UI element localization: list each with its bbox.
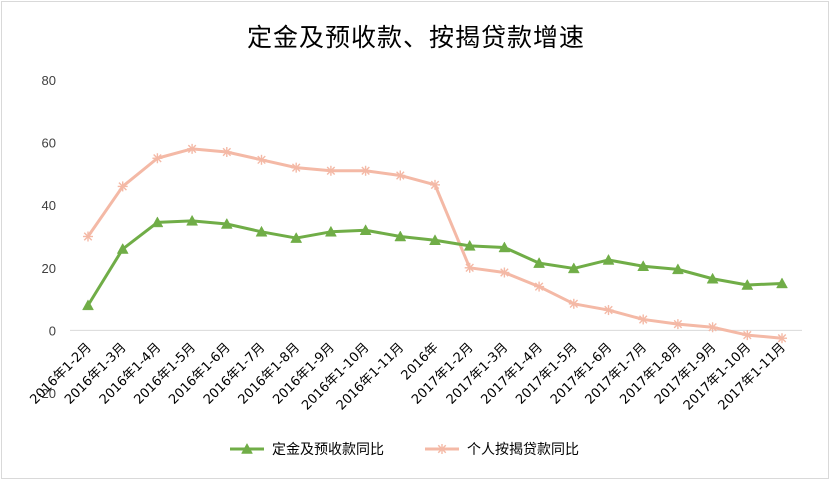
data-point-star (325, 165, 336, 176)
y-tick-label: 40 (42, 198, 56, 213)
data-point-triangle (394, 230, 407, 242)
data-point-star (395, 170, 406, 181)
data-point-triangle (429, 234, 441, 246)
x-axis-category-labels: 2016年1-2月2016年1-3月2016年1-4月2016年1-5月2016… (27, 340, 788, 413)
legend-item: 定金及预收款同比 (230, 442, 384, 458)
data-point-triangle (776, 277, 788, 289)
data-point-triangle (706, 272, 719, 284)
data-point-star (742, 330, 753, 341)
data-point-triangle (290, 232, 303, 243)
data-point-triangle (741, 278, 754, 290)
data-point-triangle (637, 260, 650, 271)
data-point-triangle (602, 253, 615, 265)
data-point-star (707, 322, 718, 333)
y-tick-label: 80 (42, 73, 56, 88)
data-point-triangle (151, 216, 164, 228)
data-point-triangle (498, 241, 511, 253)
data-point-triangle (671, 263, 684, 275)
legend-label: 个人按揭贷款同比 (467, 442, 579, 458)
data-point-star (777, 333, 787, 344)
data-point-star (568, 298, 579, 309)
data-point-triangle (220, 217, 233, 229)
series-line (86, 219, 783, 307)
y-tick-label: -20 (37, 386, 56, 401)
data-point-star (534, 281, 545, 292)
data-point-star (187, 143, 198, 154)
y-tick-label: 0 (49, 323, 56, 338)
data-point-triangle (324, 225, 337, 237)
data-point-star (464, 262, 475, 273)
data-point-star (603, 305, 614, 316)
data-point-triangle (359, 224, 372, 235)
data-point-star (360, 165, 371, 176)
data-point-triangle (82, 299, 94, 311)
data-point-star (117, 181, 128, 192)
data-point-triangle (186, 214, 199, 226)
data-point-star (83, 231, 93, 242)
y-axis-ticks: 80 60 40 20 0 -20 (37, 73, 56, 401)
data-point-star (152, 153, 163, 164)
legend-item: 个人按揭贷款同比 (425, 442, 579, 458)
series-deposits-advance (82, 214, 788, 311)
data-point-star (499, 267, 510, 278)
data-point-triangle (116, 243, 129, 254)
data-point-triangle (255, 225, 268, 237)
legend: 定金及预收款同比 个人按揭贷款同比 (230, 442, 579, 458)
data-point-star (430, 179, 440, 190)
y-tick-label: 60 (42, 136, 56, 151)
y-tick-label: 20 (42, 261, 56, 276)
data-point-star (291, 162, 302, 173)
data-point-triangle (567, 262, 580, 274)
data-point-star (638, 314, 649, 325)
data-point-star (437, 444, 447, 454)
data-point-triangle (533, 257, 546, 268)
legend-label: 定金及预收款同比 (272, 442, 384, 458)
series-mortgage (83, 143, 787, 344)
data-point-star (221, 146, 232, 157)
series-layer (82, 143, 788, 344)
data-point-star (672, 319, 683, 330)
data-point-triangle (463, 239, 476, 251)
chart-title: 定金及预收款、按揭贷款增速 (246, 23, 585, 52)
data-point-star (256, 154, 267, 165)
data-point-triangle (241, 442, 253, 454)
